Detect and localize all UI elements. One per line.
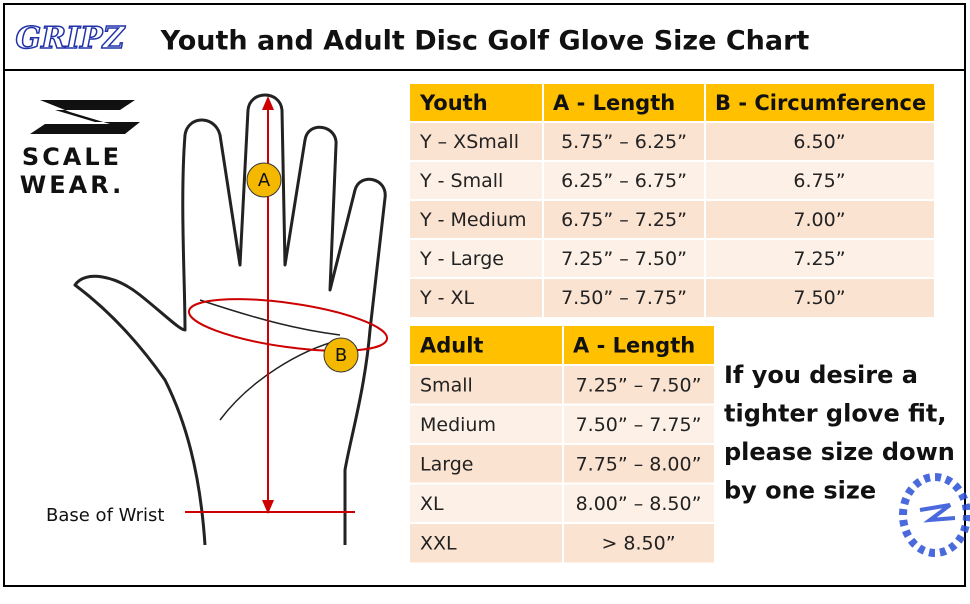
table-row-bg bbox=[410, 200, 934, 239]
note-line: tighter glove fit, bbox=[724, 400, 946, 428]
cell: 7.00” bbox=[793, 209, 845, 231]
brand-line1: SCALE bbox=[22, 143, 122, 171]
cell: Small bbox=[420, 374, 473, 396]
cell: > 8.50” bbox=[601, 532, 675, 554]
table-row-bg bbox=[410, 278, 934, 317]
cell: Medium bbox=[420, 414, 496, 436]
cell: XL bbox=[420, 493, 444, 515]
header-cell: Youth bbox=[419, 91, 488, 115]
cell: 5.75” – 6.25” bbox=[561, 131, 687, 153]
cell: 6.50” bbox=[793, 131, 845, 153]
cell: 7.75” – 8.00” bbox=[576, 453, 702, 475]
cell: 7.50” – 7.75” bbox=[576, 414, 702, 436]
arrow bbox=[262, 500, 274, 514]
cell: 7.25” – 7.50” bbox=[576, 374, 702, 396]
cell: 6.25” – 6.75” bbox=[561, 170, 687, 192]
cell: Large bbox=[420, 453, 473, 475]
arrow bbox=[262, 96, 274, 110]
circumference-ring bbox=[187, 298, 389, 352]
label-b: B bbox=[335, 345, 347, 366]
brand-line2: WEAR. bbox=[20, 171, 124, 199]
title: Youth and Adult Disc Golf Glove Size Cha… bbox=[160, 26, 810, 57]
wrist-label: Base of Wrist bbox=[46, 505, 164, 526]
cell: Y - Small bbox=[419, 170, 503, 192]
header-cell: B - Circumference bbox=[715, 91, 926, 115]
note-line: If you desire a bbox=[724, 361, 918, 389]
note: If you desire a tighter glove fit, please … bbox=[724, 361, 955, 505]
cell: Y - Large bbox=[419, 248, 504, 270]
table-header-bg bbox=[410, 84, 934, 122]
header-cell: A - Length bbox=[553, 91, 675, 115]
cell: 7.50” – 7.75” bbox=[561, 287, 687, 309]
hand-drawing bbox=[73, 93, 387, 546]
header-cell: A - Length bbox=[573, 334, 695, 358]
cell: XXL bbox=[420, 532, 457, 554]
note-line: please size down bbox=[724, 438, 955, 466]
badge bbox=[246, 162, 282, 198]
cell: Y - XL bbox=[419, 287, 475, 309]
badge bbox=[323, 337, 359, 373]
cell: 7.25” – 7.50” bbox=[561, 248, 687, 270]
logo: GRIPZ bbox=[15, 21, 125, 56]
tables: Youth A - Length B - Circumference Y – XSma… bbox=[410, 84, 934, 563]
header-cell: Adult bbox=[420, 334, 483, 358]
corner-logo bbox=[899, 473, 970, 557]
cell: 7.25” bbox=[793, 248, 845, 270]
label-a: A bbox=[258, 170, 271, 191]
cell: Y – XSmall bbox=[419, 131, 519, 153]
brand-mark bbox=[30, 100, 140, 134]
cell: 8.00” – 8.50” bbox=[576, 493, 702, 515]
table-row-bg bbox=[410, 122, 934, 161]
cell: 6.75” – 7.25” bbox=[561, 209, 687, 231]
cell: 7.50” bbox=[793, 287, 845, 309]
cell: Y - Medium bbox=[419, 209, 527, 231]
table-row-bg bbox=[410, 239, 934, 278]
cell: 6.75” bbox=[793, 170, 845, 192]
table-row-bg bbox=[410, 161, 934, 200]
note-line: by one size bbox=[724, 477, 876, 505]
